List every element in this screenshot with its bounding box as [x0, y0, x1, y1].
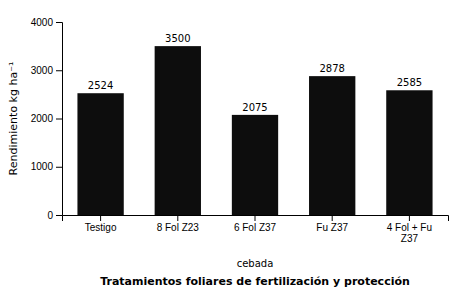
y-axis-title: Rendimiento kg ha⁻¹ — [7, 62, 20, 176]
tick-label-line: 8 Fol Z23 — [157, 222, 200, 233]
bar — [386, 90, 432, 215]
tick-label: 8 Fol Z23 — [157, 222, 200, 233]
bar — [309, 76, 355, 215]
data-label: 2878 — [319, 63, 344, 74]
subtitle: cebada — [237, 258, 274, 269]
axis-line — [63, 216, 449, 222]
tick: Testigo — [85, 215, 117, 233]
x-axis: Testigo 8 Fol Z23 6 Fol Z37 Fu Z37 4 Fol + F… — [63, 215, 449, 244]
tick: Fu Z37 — [316, 215, 348, 233]
tick-mark — [177, 215, 178, 221]
tick: 4000 — [31, 17, 62, 28]
tick: 8 Fol Z23 — [157, 215, 200, 233]
data-label: 2585 — [397, 77, 422, 88]
tick-label-line: 4 Fol + Fu — [387, 222, 432, 233]
bar — [232, 115, 278, 215]
axis-line — [56, 23, 63, 216]
tick-mark — [56, 167, 62, 168]
tick-mark — [56, 215, 62, 216]
tick: 3000 — [31, 65, 62, 76]
tick-mark — [255, 215, 256, 221]
tick-label: 1000 — [31, 161, 54, 172]
plot: 0 1000 2000 3000 4000 Testigo 8 Fol Z23 6 Fol Z… — [31, 17, 449, 244]
tick-mark — [409, 215, 410, 221]
tick-label: Fu Z37 — [316, 222, 348, 233]
tick-label: 4000 — [31, 17, 54, 28]
tick-mark — [56, 22, 62, 23]
tick: 0 — [47, 210, 62, 221]
tick-label: 6 Fol Z37 — [234, 222, 277, 233]
tick-label: 3000 — [31, 65, 54, 76]
tick: 4 Fol + FuZ37 — [387, 215, 432, 244]
tick-label-line: 6 Fol Z37 — [234, 222, 277, 233]
data-label: 2075 — [242, 102, 267, 113]
tick-mark — [100, 215, 101, 221]
data-label: 3500 — [165, 33, 190, 44]
bars — [77, 46, 432, 215]
x-axis-title: Tratamientos foliares de fertilización y… — [100, 275, 410, 288]
bar — [155, 46, 201, 215]
tick-label: 2000 — [31, 113, 54, 124]
tick-mark — [56, 119, 62, 120]
chart: 0 1000 2000 3000 4000 Testigo 8 Fol Z23 6 Fol Z… — [0, 0, 463, 295]
tick: 1000 — [31, 161, 62, 172]
tick-label-line: Fu Z37 — [316, 222, 348, 233]
bar — [77, 93, 123, 215]
tick-label: Testigo — [85, 222, 117, 233]
tick-mark — [56, 70, 62, 71]
y-axis: 0 1000 2000 3000 4000 — [31, 17, 63, 221]
data-labels: 2524 3500 2075 2878 2585 — [88, 33, 422, 113]
tick-label-line: Testigo — [85, 222, 117, 233]
tick-mark — [332, 215, 333, 221]
tick: 6 Fol Z37 — [234, 215, 277, 233]
tick-label-line: Z37 — [401, 233, 419, 244]
tick: 2000 — [31, 113, 62, 124]
tick-label: 4 Fol + FuZ37 — [387, 222, 432, 244]
tick-label: 0 — [47, 210, 53, 221]
data-label: 2524 — [88, 80, 113, 91]
